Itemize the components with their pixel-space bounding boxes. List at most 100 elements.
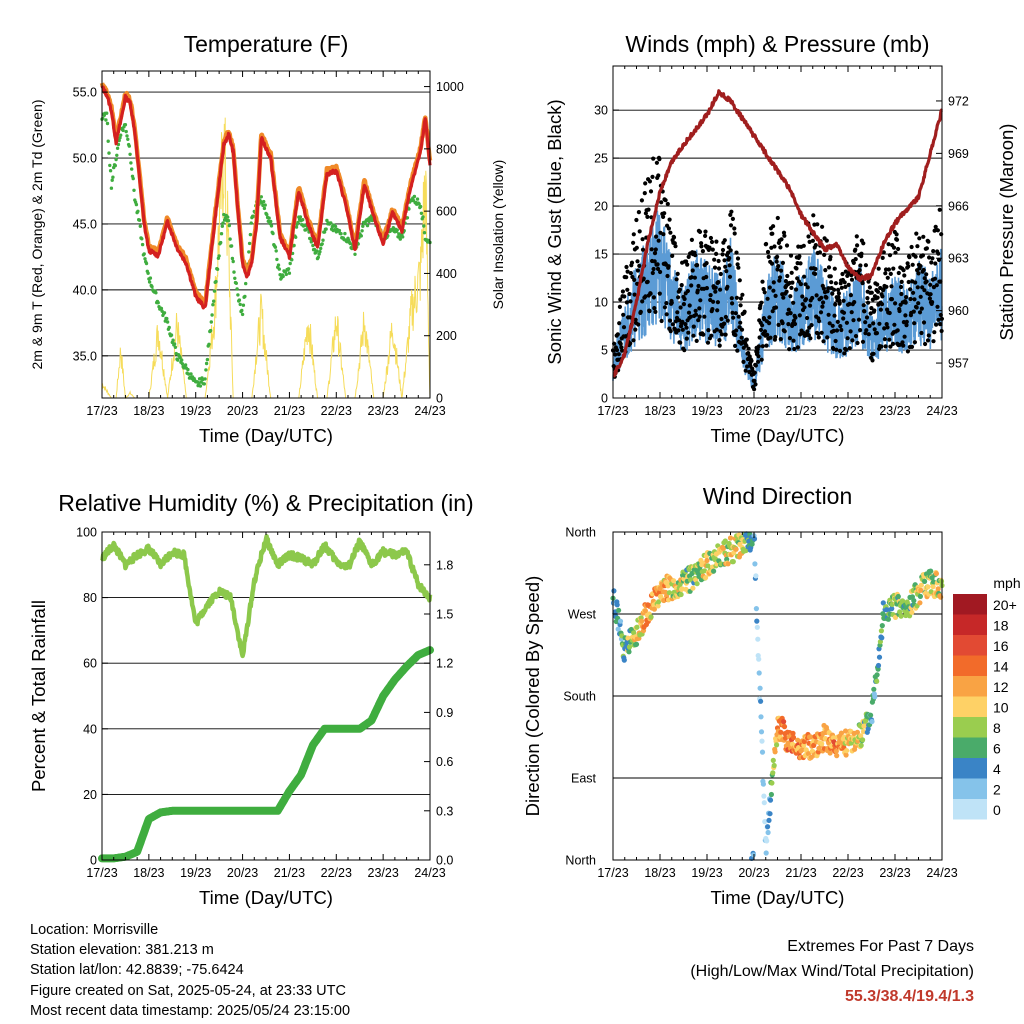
wind-y-tick-label: 30 [594,104,608,118]
gust-point [901,343,906,348]
gust-point [733,311,738,316]
dewpoint-point [226,215,230,219]
x-axis-label: Time (Day/UTC) [711,887,845,908]
gust-point [915,244,920,249]
gust-point [684,325,689,330]
gust-point [783,279,789,284]
rain-y-tick-label: 0.6 [436,755,453,769]
gust-point [917,310,923,315]
legend-swatch [953,737,987,758]
gust-point [833,281,839,286]
direction-point [725,561,731,567]
dewpoint-point [198,384,203,388]
solar-y-tick-label: 0 [436,392,443,406]
gust-point [803,282,808,287]
x-tick-label: 18/23 [133,404,164,418]
gust-point [896,270,901,276]
gust-point [841,298,846,303]
gust-point [826,265,832,270]
gust-point [640,299,645,304]
gust-point [875,295,880,300]
gust-point [926,239,931,244]
gust-point [659,318,664,324]
gust-point [859,251,864,256]
gust-point [707,245,712,250]
dewpoint-point [214,279,218,284]
gust-point [815,331,821,336]
gust-point [900,340,905,345]
gust-point [628,341,633,346]
gust-point [620,289,626,294]
direction-point [677,581,683,587]
gust-point [735,262,740,267]
dewpoint-point [240,308,244,313]
wind-y-tick-label: 5 [601,344,608,358]
gust-point [668,329,673,334]
dewpoint-point [118,136,122,140]
gust-point [863,263,869,268]
gust-point [669,300,674,305]
gust-point [633,317,638,322]
gust-point [834,347,839,352]
gust-point [907,255,912,260]
dewpoint-point [244,281,248,286]
gust-point [932,330,937,335]
gust-point [892,322,897,327]
dewpoint-point [251,214,256,218]
gust-point [837,298,842,303]
direction-point [930,584,936,590]
direction-point [933,571,940,577]
gust-point [695,263,700,268]
dewpoint-point [178,355,182,360]
legend-label: 20+ [993,597,1017,613]
gust-point [912,321,917,326]
dewpoint-point [165,316,169,321]
temp-y-tick-label: 55.0 [73,86,97,100]
gust-point [677,287,683,292]
dewpoint-point [301,218,305,222]
extremes-title: Extremes For Past 7 Days [787,938,974,955]
gust-point [864,328,869,333]
x-tick-label: 23/23 [368,866,399,880]
gust-point [664,301,669,306]
direction-point [781,719,787,725]
gust-point [891,266,896,271]
gust-point [872,308,877,313]
gust-point [890,341,896,346]
direction-point [768,791,775,798]
direction-point [808,734,814,740]
dewpoint-point [288,261,292,266]
winds-title: Winds (mph) & Pressure (mb) [625,31,929,57]
gust-point [855,340,860,346]
direction-point [862,723,868,729]
dir-y-tick-label: North [565,526,596,540]
gust-point [914,231,919,236]
direction-point [790,730,796,737]
dewpoint-point [221,221,225,225]
gust-point [883,344,888,349]
extremes-subtitle: (High/Low/Max Wind/Total Precipitation) [690,963,974,980]
dewpoint-point [309,240,313,244]
gust-point [710,247,715,252]
legend-swatch [953,696,987,717]
pressure-y-axis-label: Station Pressure (Maroon) [996,124,1017,341]
gust-point [837,301,842,306]
gust-point [733,343,738,348]
wind-y-tick-label: 10 [594,296,608,310]
gust-point [718,287,723,292]
gust-point [853,247,858,252]
dewpoint-point [105,121,110,126]
gust-point [903,313,908,318]
gust-point [647,179,653,184]
gust-point [760,323,765,328]
gust-point [826,286,831,291]
gust-point [665,273,670,279]
direction-point [774,742,780,748]
direction-point [838,730,845,736]
direction-point [858,742,864,749]
gust-point [645,279,650,284]
gust-point [727,274,733,279]
gust-point [739,335,744,340]
rain-y-tick-label: 1.8 [436,558,453,572]
direction-point [868,712,874,718]
